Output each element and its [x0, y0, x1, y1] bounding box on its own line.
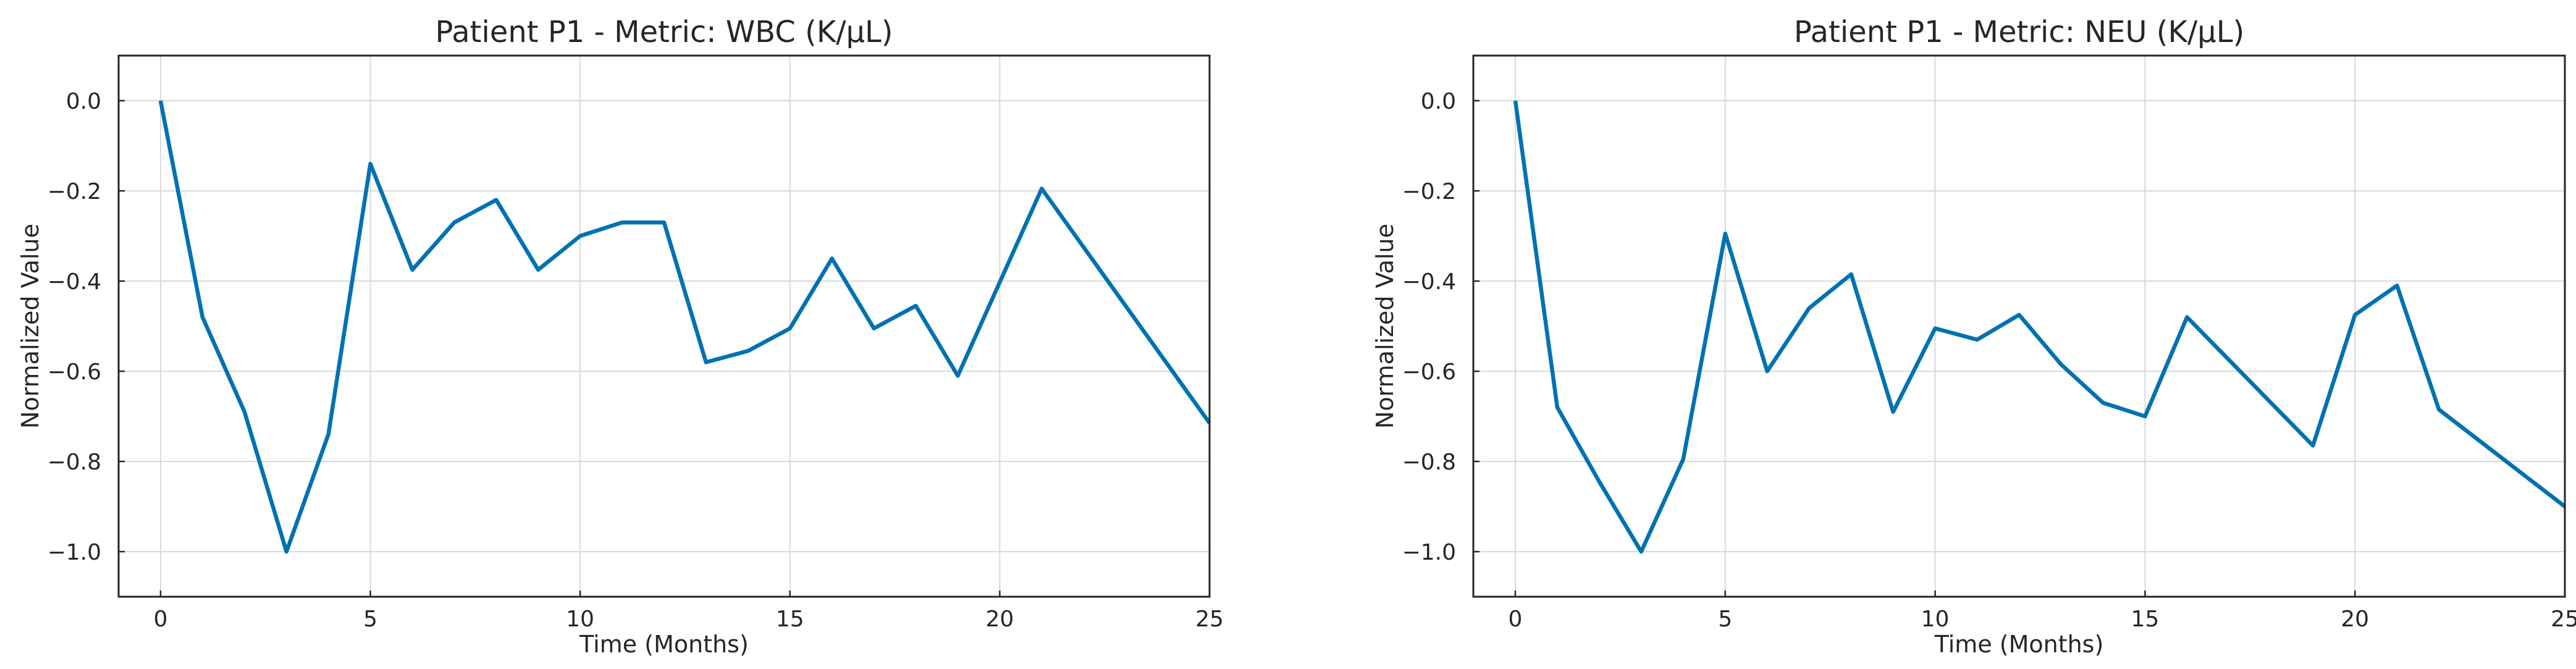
x-tick-label: 20	[985, 607, 1014, 632]
x-tick-label: 5	[1718, 607, 1732, 632]
wbc-chart: 0 5 10 15 20 25 0.0 −0.2 −0.4 −0.6 −0.8 −1.0 Patient…	[17, 15, 1224, 658]
y-tick-label: −0.6	[48, 360, 101, 385]
y-tick-label: −0.2	[1402, 179, 1456, 204]
y-axis-label: Normalized Value	[1371, 224, 1399, 429]
x-tick-label: 5	[363, 607, 377, 632]
y-tick-label: −0.4	[48, 269, 101, 295]
y-tick-label: −0.4	[1402, 269, 1456, 295]
x-tick-label: 25	[2551, 607, 2576, 632]
y-axis-label: Normalized Value	[17, 224, 44, 429]
y-tick-label: 0.0	[66, 89, 101, 114]
chart-title: Patient P1 - Metric: WBC (K/µL)	[435, 15, 893, 49]
x-tick-label: 20	[2341, 607, 2369, 632]
x-tick-label: 15	[776, 607, 804, 632]
x-tick-label: 10	[566, 607, 594, 632]
series-line	[158, 100, 1211, 554]
y-tick-label: −1.0	[48, 540, 101, 565]
y-tick-label: −0.2	[48, 179, 101, 204]
x-axis-label: Time (Months)	[1934, 631, 2104, 658]
x-tick-label: 25	[1195, 607, 1224, 632]
y-tick-label: 0.0	[1421, 89, 1456, 114]
y-tick-label: −0.8	[48, 450, 101, 475]
series-line	[1513, 100, 2566, 554]
plot-frame	[1472, 54, 2566, 598]
x-axis-label: Time (Months)	[579, 631, 749, 658]
plot-frame	[117, 54, 1211, 598]
y-tick-label: −0.8	[1402, 450, 1456, 475]
x-tick-label: 0	[1509, 607, 1523, 632]
y-tick-label: −1.0	[1402, 540, 1456, 565]
y-tick-label: −0.6	[1402, 360, 1456, 385]
x-tick-label: 0	[153, 607, 167, 632]
x-tick-label: 10	[1921, 607, 1950, 632]
chart-title: Patient P1 - Metric: NEU (K/µL)	[1794, 15, 2244, 49]
neu-chart: 0 5 10 15 20 25 0.0 −0.2 −0.4 −0.6 −0.8 −1.0 Patient…	[1371, 15, 2576, 658]
x-tick-label: 15	[2131, 607, 2159, 632]
